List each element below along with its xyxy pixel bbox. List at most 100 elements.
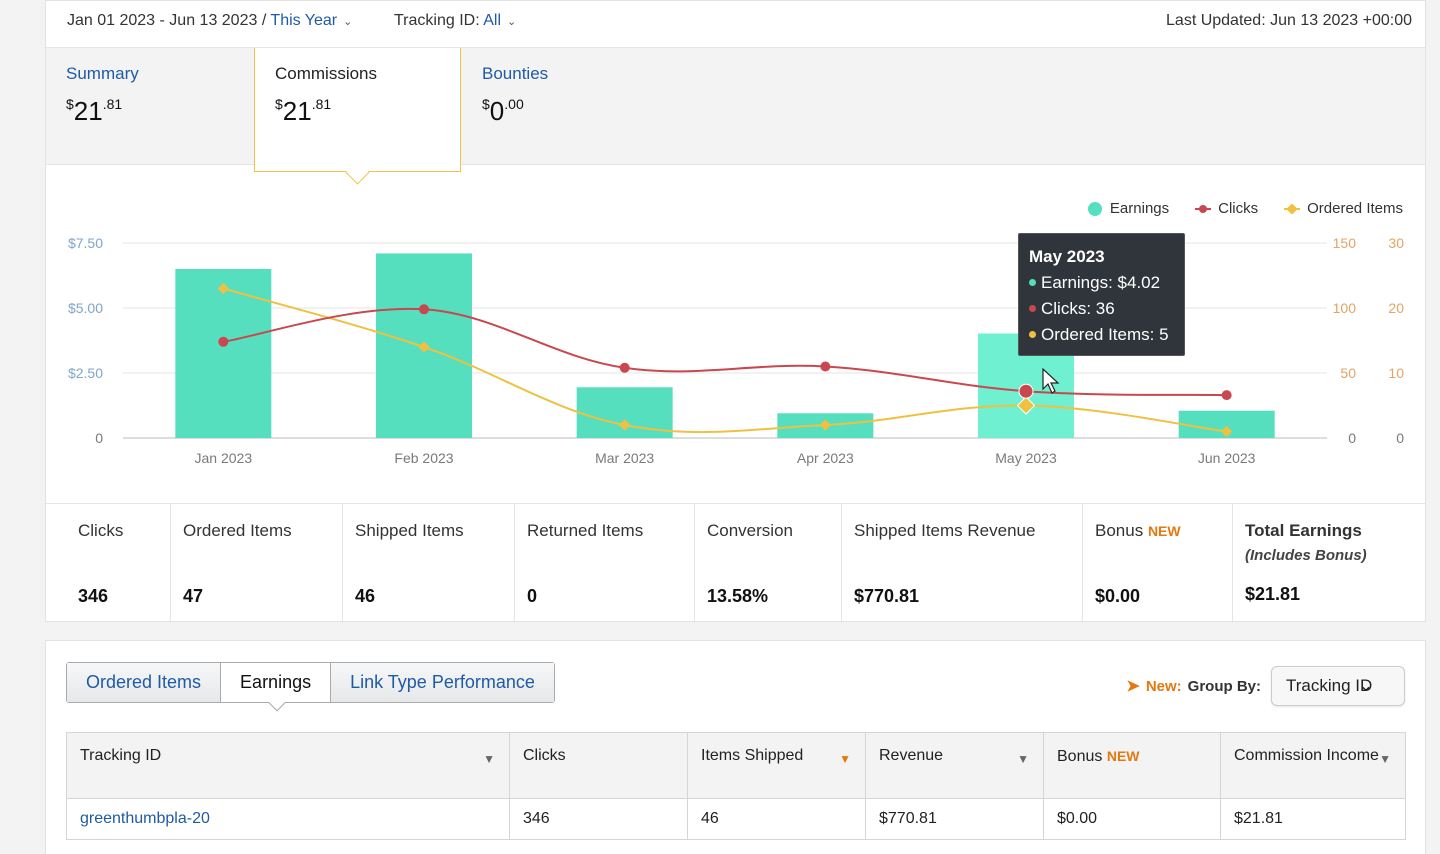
y-right2-tick: 30 (1388, 235, 1404, 251)
amount-cents: .81 (102, 96, 123, 112)
last-updated-text: Last Updated: Jun 13 2023 +00:00 (1166, 12, 1412, 29)
y-left-tick: $5.00 (68, 300, 103, 316)
metric-clicks: Clicks 346 (46, 504, 171, 623)
col-tracking-id[interactable]: Tracking ID ▼ (66, 732, 510, 799)
cell-revenue: $770.81 (865, 798, 1044, 840)
period-label: This Year (270, 12, 338, 29)
date-range-text: Jan 01 2023 - Jun 13 2023 / (67, 12, 267, 29)
tab-bounties-amount: $0.00 (482, 96, 649, 127)
chevron-down-icon: ⌄ (507, 16, 517, 28)
tab-earnings[interactable]: Earnings (221, 663, 332, 702)
legend-ordered-items[interactable]: Ordered Items (1284, 200, 1403, 217)
metric-conversion: Conversion 13.58% (695, 504, 842, 623)
clicks-point (619, 362, 630, 373)
report-header: Jan 01 2023 - Jun 13 2023 / This Year ⌄ T… (46, 1, 1425, 48)
col-bonus[interactable]: Bonus NEW (1043, 732, 1221, 799)
mouse-cursor-icon (1042, 367, 1060, 394)
legend-earnings-label: Earnings (1109, 200, 1170, 217)
col-label: Bonus (1057, 748, 1103, 765)
amount-whole: 0 (489, 96, 505, 126)
col-label: Items Shipped (701, 747, 804, 764)
tooltip-ordered: Ordered Items: 5 (1029, 322, 1174, 348)
metric-label: Shipped Items (355, 521, 464, 540)
new-badge: NEW (1106, 748, 1140, 764)
cell-bonus: $0.00 (1043, 798, 1221, 840)
metric-label: Returned Items (527, 521, 644, 540)
metric-label: Clicks (78, 521, 124, 540)
metric-value: 0 (527, 586, 538, 606)
legend-earnings[interactable]: Earnings (1087, 200, 1169, 217)
col-items-shipped[interactable]: Items Shipped ▼ (687, 732, 866, 799)
tracking-id-selector[interactable]: Tracking ID: All ⌄ (394, 12, 516, 30)
ordered-items-point (418, 341, 430, 353)
metric-sublabel: (Includes Bonus) (1245, 547, 1367, 564)
report-tabs: Ordered Items Earnings Link Type Perform… (66, 662, 555, 703)
tooltip-title: May 2023 (1029, 247, 1105, 266)
report-table-panel: Ordered Items Earnings Link Type Perform… (45, 640, 1426, 854)
col-label: Revenue (879, 747, 944, 764)
metric-total-earnings: Total Earnings (Includes Bonus) $21.81 (1233, 504, 1425, 623)
metric-value: 13.58% (707, 586, 769, 606)
col-commission-income[interactable]: Commission Income ▼ (1220, 732, 1406, 799)
col-clicks[interactable]: Clicks (509, 732, 688, 799)
cell-items-shipped: 46 (687, 798, 866, 840)
ordered-items-point (619, 419, 631, 431)
table-row: greenthumbpla-20 346 46 $770.81 $0.00 $2… (66, 798, 1406, 840)
chevron-down-icon: ⌄ (343, 16, 353, 28)
sort-arrow-icon[interactable]: ▼ (839, 752, 851, 766)
metric-label: Shipped Items Revenue (854, 521, 1036, 540)
tab-summary-amount: $21.81 (66, 96, 233, 127)
tab-bounties[interactable]: Bounties $0.00 (462, 48, 669, 165)
sort-arrow-icon[interactable]: ▼ (1017, 752, 1029, 766)
col-label: Clicks (523, 747, 566, 764)
y-left-tick: $2.50 (68, 365, 103, 381)
cell-tracking-id[interactable]: greenthumbpla-20 (66, 798, 510, 840)
cell-commission-income: $21.81 (1220, 798, 1406, 840)
clicks-point (419, 304, 429, 315)
group-by-label: Group By: (1187, 677, 1261, 695)
group-by-new-label: New: (1145, 677, 1182, 695)
date-range-selector[interactable]: Jan 01 2023 - Jun 13 2023 / This Year ⌄ (67, 12, 352, 30)
clicks-point (218, 336, 229, 347)
metric-label: Conversion (707, 521, 793, 540)
x-tick-label: Apr 2023 (797, 450, 854, 466)
metric-label: Total Earnings (1245, 521, 1362, 540)
legend-clicks-label: Clicks (1218, 200, 1259, 217)
tab-link-type-performance[interactable]: Link Type Performance (331, 663, 554, 702)
tooltip-clicks: Clicks: 36 (1029, 296, 1174, 322)
tooltip-clicks-text: Clicks: 36 (1041, 299, 1115, 318)
tracking-id-label: Tracking ID: (394, 12, 480, 29)
metrics-row: Clicks 346 Ordered Items 47 Shipped Item… (46, 503, 1425, 623)
metric-returned-items: Returned Items 0 (515, 504, 695, 623)
tracking-id-value: All (483, 12, 501, 29)
y-left-tick: 0 (95, 430, 103, 446)
group-by-select[interactable]: Tracking ID ⌄ (1271, 666, 1405, 706)
amount-cents: .81 (311, 96, 332, 112)
tooltip-earnings-text: Earnings: $4.02 (1041, 273, 1161, 292)
chevron-down-icon: ⌄ (1358, 676, 1373, 695)
tab-commissions[interactable]: Commissions $21.81 (254, 48, 461, 172)
tab-summary-label: Summary (66, 64, 139, 83)
chart-legend: Earnings Clicks Ordered Items (1087, 200, 1403, 217)
sort-arrow-icon[interactable]: ▼ (1379, 752, 1391, 766)
y-right1-tick: 150 (1333, 235, 1357, 251)
x-tick-label: Jan 2023 (195, 450, 253, 466)
y-right1-tick: 50 (1340, 365, 1356, 381)
col-revenue[interactable]: Revenue ▼ (865, 732, 1044, 799)
tab-summary[interactable]: Summary $21.81 (46, 48, 253, 165)
table-header-row: Tracking ID ▼ Clicks Items Shipped ▼ Reven… (66, 732, 1406, 799)
cell-clicks: 346 (509, 798, 688, 840)
tab-bounties-label: Bounties (482, 64, 549, 83)
legend-clicks[interactable]: Clicks (1195, 200, 1258, 217)
y-right2-tick: 0 (1396, 430, 1404, 446)
col-label: Tracking ID (80, 747, 162, 764)
clicks-point (1018, 383, 1034, 399)
metric-value: $770.81 (854, 586, 920, 606)
tooltip-earnings: Earnings: $4.02 (1029, 270, 1174, 296)
tooltip-ordered-text: Ordered Items: 5 (1041, 325, 1169, 344)
sort-arrow-icon[interactable]: ▼ (483, 752, 495, 766)
metric-value: $0.00 (1095, 586, 1141, 606)
tab-ordered-items[interactable]: Ordered Items (67, 663, 222, 702)
summary-tabs: Summary $21.81 Commissions $21.81 Bounti… (46, 48, 1425, 172)
metric-bonus-label: Bonus (1095, 521, 1144, 540)
